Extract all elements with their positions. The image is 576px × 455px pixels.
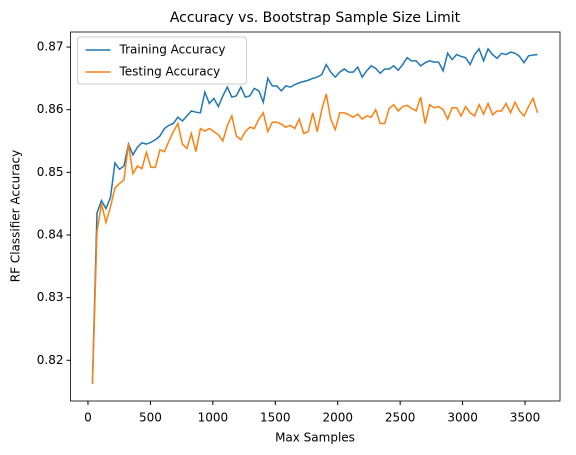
x-tick-label: 3500 — [510, 411, 541, 425]
y-tick-label: 0.86 — [37, 102, 64, 116]
legend-label: Training Accuracy — [119, 43, 226, 57]
y-tick-label: 0.87 — [37, 40, 64, 54]
x-tick-label: 1500 — [260, 411, 291, 425]
y-tick-label: 0.82 — [37, 353, 64, 367]
y-tick-label: 0.85 — [37, 165, 64, 179]
x-tick-label: 3000 — [447, 411, 478, 425]
x-tick-label: 500 — [139, 411, 162, 425]
chart-title: Accuracy vs. Bootstrap Sample Size Limit — [170, 10, 461, 26]
y-tick-label: 0.83 — [37, 290, 64, 304]
x-axis-label: Max Samples — [275, 431, 355, 445]
y-tick-label: 0.84 — [37, 227, 64, 241]
x-tick-label: 2000 — [322, 411, 353, 425]
x-tick-label: 1000 — [198, 411, 229, 425]
x-tick-label: 0 — [84, 411, 92, 425]
x-tick-label: 2500 — [385, 411, 416, 425]
series-line — [91, 93, 539, 385]
axes-frame — [70, 31, 561, 402]
legend-label: Testing Accuracy — [119, 65, 221, 79]
series-line — [91, 47, 538, 383]
y-axis-label: RF Classifier Accuracy — [9, 150, 23, 282]
legend-box — [77, 36, 247, 85]
